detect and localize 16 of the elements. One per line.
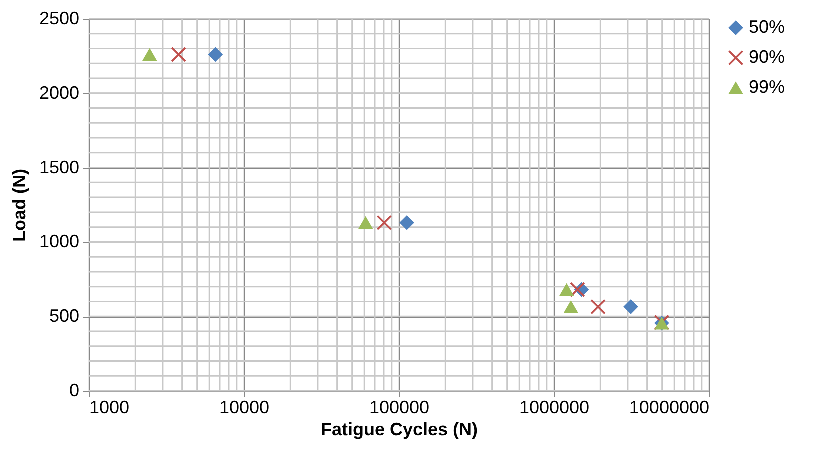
y-tick-label: 500 bbox=[49, 306, 80, 326]
x-tick-label: 1000 bbox=[90, 398, 130, 418]
y-axis-title: Load (N) bbox=[9, 169, 30, 242]
y-tick-label: 1500 bbox=[39, 157, 80, 178]
x-tick-label: 10000000 bbox=[629, 398, 710, 418]
x-tick-label: 100000 bbox=[369, 398, 430, 418]
y-tick-label: 1000 bbox=[39, 232, 80, 252]
y-tick-label: 2500 bbox=[39, 8, 80, 28]
y-tick-label: 0 bbox=[69, 380, 80, 400]
legend-label: 90% bbox=[749, 47, 786, 67]
legend-label: 99% bbox=[749, 77, 786, 97]
x-tick-label: 1000000 bbox=[519, 398, 590, 418]
y-tick-label: 2000 bbox=[39, 82, 80, 103]
legend-label: 50% bbox=[749, 17, 786, 37]
x-tick-label: 10000 bbox=[219, 398, 270, 418]
x-axis-title: Fatigue Cycles (N) bbox=[320, 420, 478, 440]
